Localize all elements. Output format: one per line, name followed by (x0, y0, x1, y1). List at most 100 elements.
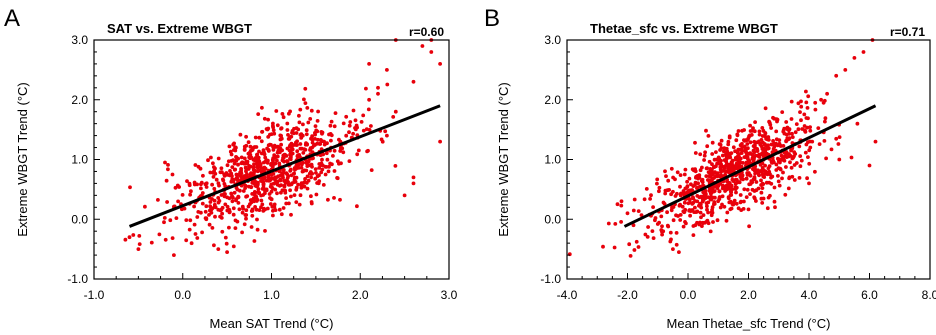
scatter-point (706, 221, 711, 226)
scatter-point (703, 150, 707, 155)
scatter-point (294, 163, 299, 168)
scatter-point (231, 244, 236, 249)
scatter-point (240, 230, 245, 235)
scatter-point (333, 111, 338, 115)
scatter-point (249, 174, 254, 178)
scatter-point (297, 202, 302, 207)
scatter-point (760, 181, 765, 186)
scatter-point (775, 117, 780, 122)
scatter-point (216, 181, 221, 186)
scatter-point (757, 155, 762, 159)
scatter-point (380, 139, 385, 144)
scatter-point (778, 167, 783, 172)
scatter-point (733, 149, 737, 154)
scatter-point (271, 124, 275, 128)
scatter-point (286, 133, 290, 137)
scatter-point (187, 227, 192, 232)
scatter-point (280, 112, 285, 116)
scatter-point (765, 206, 770, 211)
scatter-point (663, 191, 668, 196)
scatter-point (646, 225, 650, 229)
scatter-point (233, 226, 238, 231)
scatter-point (250, 147, 255, 152)
scatter-point (753, 153, 758, 158)
scatter-point (773, 205, 777, 210)
scatter-point (229, 191, 234, 196)
scatter-point (796, 127, 801, 132)
scatter-point (738, 193, 743, 197)
scatter-point (710, 152, 715, 156)
scatter-point (225, 250, 230, 255)
scatter-point (225, 208, 230, 213)
scatter-point (804, 142, 809, 147)
scatter-point (660, 224, 664, 229)
scatter-point (244, 169, 248, 174)
scatter-point (339, 161, 343, 166)
scatter-point (269, 132, 274, 137)
scatter-point (749, 179, 754, 184)
scatter-point (294, 187, 299, 192)
scatter-point (755, 140, 759, 145)
x-tick-label: 0.0 (174, 288, 191, 302)
scatter-point (719, 138, 724, 143)
scatter-point (301, 151, 306, 155)
scatter-point (655, 222, 660, 226)
scatter-point (299, 185, 304, 189)
scatter-point (696, 181, 700, 186)
scatter-point (281, 115, 286, 120)
scatter-point (359, 120, 364, 124)
scatter-point (310, 140, 315, 145)
scatter-point (278, 150, 282, 155)
scatter-point (628, 254, 633, 258)
scatter-point (290, 130, 294, 135)
scatter-point (806, 94, 811, 99)
scatter-point (682, 172, 687, 177)
scatter-point (740, 142, 744, 146)
scatter-point (243, 166, 248, 171)
scatter-point (292, 180, 296, 185)
scatter-point (314, 128, 319, 133)
scatter-point (254, 207, 259, 212)
scatter-point (233, 145, 238, 150)
scatter-point (776, 156, 780, 161)
scatter-point (751, 126, 755, 130)
scatter-point (316, 137, 320, 142)
scatter-point (199, 180, 204, 185)
scatter-point (720, 194, 725, 199)
scatter-point (718, 142, 723, 147)
scatter-point (698, 152, 703, 157)
scatter-point (808, 145, 813, 150)
scatter-point (719, 173, 723, 178)
scatter-point (280, 171, 284, 176)
scatter-point (710, 140, 715, 145)
scatter-point (385, 133, 389, 138)
scatter-point (644, 187, 649, 191)
scatter-point (230, 199, 235, 204)
scatter-point (717, 197, 722, 202)
scatter-point (807, 181, 811, 186)
scatter-point (344, 114, 349, 119)
scatter-point (276, 174, 281, 179)
scatter-point (230, 165, 235, 170)
scatter-point (710, 162, 714, 167)
scatter-point (790, 131, 794, 136)
scatter-point (309, 175, 313, 180)
scatter-point (681, 189, 686, 193)
scatter-point (727, 200, 732, 205)
scatter-point (659, 214, 664, 219)
scatter-point (753, 120, 757, 124)
scatter-point (783, 192, 788, 197)
scatter-point (286, 182, 291, 187)
scatter-point (199, 186, 203, 191)
scatter-point (671, 247, 675, 252)
scatter-point (729, 206, 734, 211)
scatter-point (294, 200, 299, 205)
scatter-point (265, 146, 269, 151)
scatter-point (277, 161, 282, 166)
scatter-point (748, 192, 752, 197)
scatter-point (769, 159, 774, 164)
scatter-point (722, 166, 727, 171)
scatter-point (131, 233, 136, 237)
scatter-point (265, 206, 270, 211)
scatter-point (769, 126, 773, 130)
